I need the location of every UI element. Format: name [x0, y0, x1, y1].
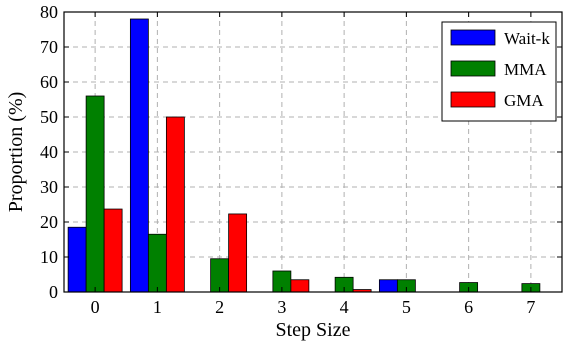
bar-gma-0: [103, 208, 123, 293]
x-tick-label: 5: [402, 297, 411, 317]
x-tick-label: 6: [464, 297, 473, 317]
bar-wait-k-1: [129, 18, 149, 293]
legend-swatch: [450, 29, 496, 46]
y-tick-label: 20: [40, 212, 58, 232]
y-tick-label: 80: [40, 2, 58, 22]
y-tick-label: 60: [40, 72, 58, 92]
y-tick-label: 30: [40, 177, 58, 197]
bar-mma-1: [147, 233, 167, 293]
legend-label: MMA: [504, 60, 547, 79]
bar-gma-1: [165, 116, 185, 293]
legend-swatch: [450, 91, 496, 108]
bar-gma-3: [290, 279, 310, 293]
y-tick-label: 0: [49, 282, 58, 302]
bar-wait-k-5: [378, 279, 398, 293]
axis-ticks: 0 10 20 30 40 50 60 70 80 0 1 2 3 4 5 6 7: [40, 2, 562, 317]
x-tick-label: 0: [91, 297, 100, 317]
legend-swatch: [450, 60, 496, 77]
y-tick-label: 10: [40, 247, 58, 267]
x-tick-label: 7: [526, 297, 535, 317]
legend-label: Wait-k: [504, 29, 550, 48]
legend: Wait-k MMA GMA: [441, 21, 557, 122]
x-tick-label: 3: [277, 297, 286, 317]
bar-mma-0: [85, 95, 105, 293]
y-tick-label: 40: [40, 142, 58, 162]
y-tick-label: 70: [40, 37, 58, 57]
x-tick-label: 1: [153, 297, 162, 317]
legend-label: GMA: [504, 91, 544, 110]
y-tick-label: 50: [40, 107, 58, 127]
y-axis-label: Proportion (%): [5, 92, 27, 213]
x-tick-label: 2: [215, 297, 224, 317]
x-axis-label: Step Size: [276, 319, 351, 341]
bar-gma-2: [228, 213, 248, 293]
bar-wait-k-0: [67, 226, 87, 293]
x-tick-label: 4: [340, 297, 349, 317]
